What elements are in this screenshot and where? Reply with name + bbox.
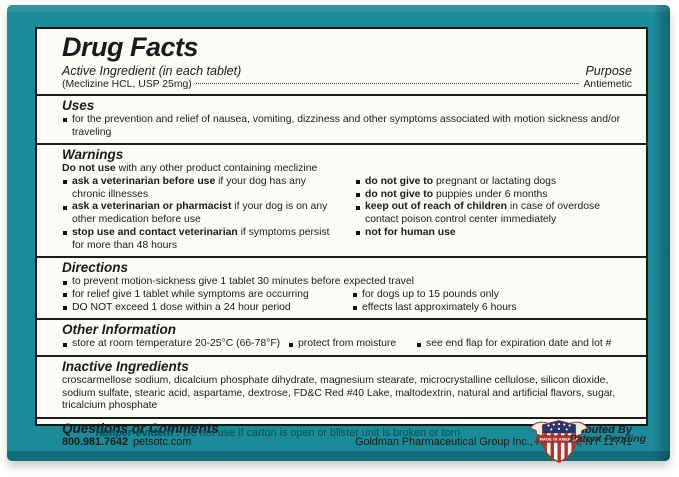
badge-text: MADE IN AMERICA: [540, 437, 579, 442]
list-item: ask a veterinarian before use if your do…: [62, 176, 339, 201]
questions-heading: Questions or Comments: [62, 421, 219, 436]
section-other-information: Other Information store at room temperat…: [37, 318, 646, 355]
warning-bold: stop use and contact veterinarian: [72, 226, 238, 238]
tamper-evident-bold: Tamper-evident :: [93, 427, 180, 439]
list-item: do not give to puppies under 6 months: [355, 189, 632, 202]
warnings-intro: Do not use with any other product contai…: [62, 163, 632, 176]
list-item: protect from moisture: [288, 338, 416, 351]
other-information-heading: Other Information: [62, 322, 176, 338]
product-package-back: Drug Facts Active Ingredient (in each ta…: [7, 5, 670, 463]
section-uses: Uses for the prevention and relief of na…: [37, 94, 646, 143]
active-ingredient-value: (Meclizine HCL, USP 25mg): [62, 79, 192, 90]
list-item: for the prevention and relief of nausea,…: [62, 114, 632, 139]
made-in-america-badge-icon: MADE IN AMERICA: [529, 420, 589, 463]
list-item: effects last approximately 6 hours: [352, 302, 632, 315]
phone-number: 800.981.7642: [62, 436, 129, 448]
directions-heading: Directions: [62, 260, 129, 276]
tamper-evident-notice: Tamper-evident : Do not use if carton is…: [37, 427, 517, 439]
contact-info: 800.981.7642 petsotc.com: [62, 436, 191, 448]
list-item: DO NOT exceed 1 dose within a 24 hour pe…: [62, 302, 352, 315]
warnings-left-column: ask a veterinarian before use if your do…: [62, 176, 339, 252]
package-right-fold: [653, 5, 670, 461]
patent-pending-text: Patent Pending: [569, 433, 646, 445]
warning-bold: do not give to: [365, 188, 434, 200]
tamper-evident-text: Do not use if carton is open or blister …: [182, 427, 461, 439]
inactive-ingredients-heading: Inactive Ingredients: [62, 358, 189, 374]
active-ingredient-heading: Active Ingredient (in each tablet): [62, 64, 242, 78]
list-item: stop use and contact veterinarian if sym…: [62, 227, 339, 252]
warning-text: if your dog is on any other medication b…: [72, 201, 328, 226]
warning-bold: do not give to: [365, 176, 434, 188]
section-inactive-ingredients: Inactive Ingredients croscarmellose sodi…: [37, 354, 646, 417]
warning-bold: not for human use: [365, 226, 456, 238]
list-item: do not give to pregnant or lactating dog…: [355, 176, 632, 189]
purpose-value: Antiemetic: [583, 79, 632, 90]
warnings-intro-text: with any other product containing mecliz…: [118, 163, 318, 175]
list-item: ask a veterinarian or pharmacist if your…: [62, 201, 339, 226]
section-header: Drug Facts Active Ingredient (in each ta…: [37, 29, 646, 94]
warnings-heading: Warnings: [62, 147, 124, 163]
badge-ribbon: MADE IN AMERICA: [533, 435, 585, 444]
dotted-leader: [195, 83, 580, 84]
warning-bold: keep out of reach of children: [365, 201, 508, 213]
warning-text: in case of overdose contact poison contr…: [365, 201, 601, 226]
package-bottom-fold: [7, 451, 670, 461]
warning-bold: ask a veterinarian before use: [72, 176, 216, 188]
warning-text: if symptoms persist for more than 48 hou…: [72, 226, 330, 251]
list-item: not for human use: [355, 227, 632, 240]
warnings-right-column: do not give to pregnant or lactating dog…: [355, 176, 632, 252]
warning-text: if your dog has any chronic illnesses: [72, 176, 306, 200]
list-item: see end flap for expiration date and lot…: [416, 338, 632, 351]
uses-heading: Uses: [62, 98, 95, 113]
section-warnings: Warnings Do not use with any other produ…: [37, 143, 646, 256]
package-top-fold: [7, 5, 670, 12]
warning-text: puppies under 6 months: [436, 188, 548, 200]
purpose-heading: Purpose: [585, 64, 632, 78]
list-item: keep out of reach of children in case of…: [355, 201, 632, 226]
inactive-ingredients-text: croscarmellose sodium, dicalcium phospha…: [62, 374, 616, 412]
website: petsotc.com: [133, 436, 192, 448]
warning-text: pregnant or lactating dogs: [436, 176, 557, 188]
section-directions: Directions to prevent motion-sickness gi…: [37, 256, 646, 318]
drug-facts-panel: Drug Facts Active Ingredient (in each ta…: [35, 27, 648, 448]
list-item: store at room temperature 20-25°C (66-78…: [62, 338, 288, 351]
list-item: for relief give 1 tablet while symptoms …: [62, 289, 352, 302]
warning-bold: ask a veterinarian or pharmacist: [72, 201, 232, 213]
warnings-intro-bold: Do not use: [62, 163, 116, 175]
list-item: to prevent motion-sickness give 1 tablet…: [62, 276, 632, 289]
drug-facts-title: Drug Facts: [62, 32, 199, 62]
list-item: for dogs up to 15 pounds only: [352, 289, 632, 302]
